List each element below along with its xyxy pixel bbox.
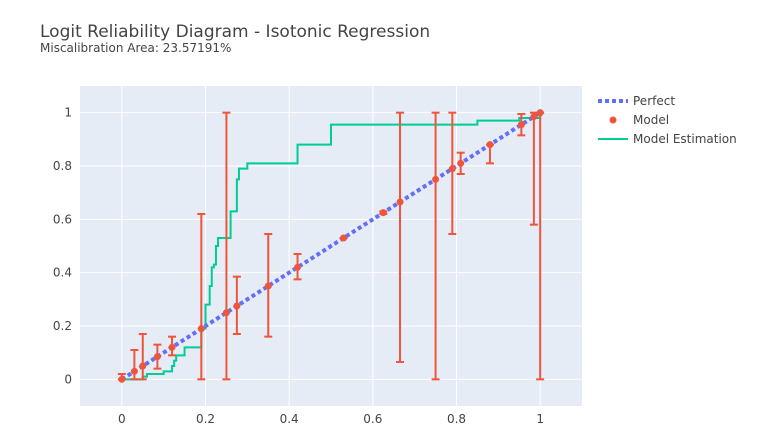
chart-title: Logit Reliability Diagram - Isotonic Reg… bbox=[40, 22, 430, 42]
model-point bbox=[530, 113, 538, 121]
model-point bbox=[168, 343, 176, 351]
model-point bbox=[264, 282, 272, 290]
plot-area: 0 0.2 0.4 0.6 0.8 1 0 0.2 0.4 0.6 0.8 1 bbox=[53, 86, 582, 426]
legend: Perfect Model Model Estimation bbox=[598, 94, 737, 146]
model-point bbox=[457, 159, 465, 167]
x-tick-label: 1 bbox=[536, 412, 544, 426]
chart-subtitle: Miscalibration Area: 23.57191% bbox=[40, 41, 231, 55]
model-point bbox=[118, 375, 126, 383]
x-tick-label: 0.8 bbox=[447, 412, 466, 426]
legend-model-swatch bbox=[609, 116, 617, 124]
legend-model-label: Model bbox=[633, 113, 669, 127]
model-point bbox=[536, 109, 544, 117]
model-point bbox=[139, 362, 147, 370]
model-point bbox=[396, 198, 404, 206]
y-tick-label: 0.6 bbox=[53, 212, 72, 226]
model-estimation-line bbox=[121, 112, 542, 381]
y-tick-label: 0.4 bbox=[53, 266, 72, 280]
y-tick-label: 0.8 bbox=[53, 159, 72, 173]
perfect-line bbox=[120, 110, 542, 382]
model-point bbox=[197, 325, 205, 333]
legend-estimation-label: Model Estimation bbox=[633, 132, 737, 146]
model-point bbox=[340, 234, 348, 242]
model-point bbox=[517, 121, 525, 129]
model-point bbox=[294, 263, 302, 271]
model-point bbox=[379, 209, 387, 217]
model-point bbox=[486, 141, 494, 149]
x-tick-label: 0.2 bbox=[196, 412, 215, 426]
model-point bbox=[130, 367, 138, 375]
x-tick-label: 0.4 bbox=[280, 412, 299, 426]
model-point bbox=[222, 309, 230, 317]
model-point bbox=[432, 175, 440, 183]
model-point bbox=[448, 165, 456, 173]
legend-perfect-label: Perfect bbox=[633, 94, 675, 108]
y-tick-label: 0 bbox=[64, 372, 72, 386]
y-tick-label: 1 bbox=[64, 106, 72, 120]
model-point bbox=[233, 302, 241, 310]
y-tick-label: 0.2 bbox=[53, 319, 72, 333]
x-tick-label: 0 bbox=[118, 412, 126, 426]
x-tick-label: 0.6 bbox=[363, 412, 382, 426]
model-point bbox=[153, 353, 161, 361]
